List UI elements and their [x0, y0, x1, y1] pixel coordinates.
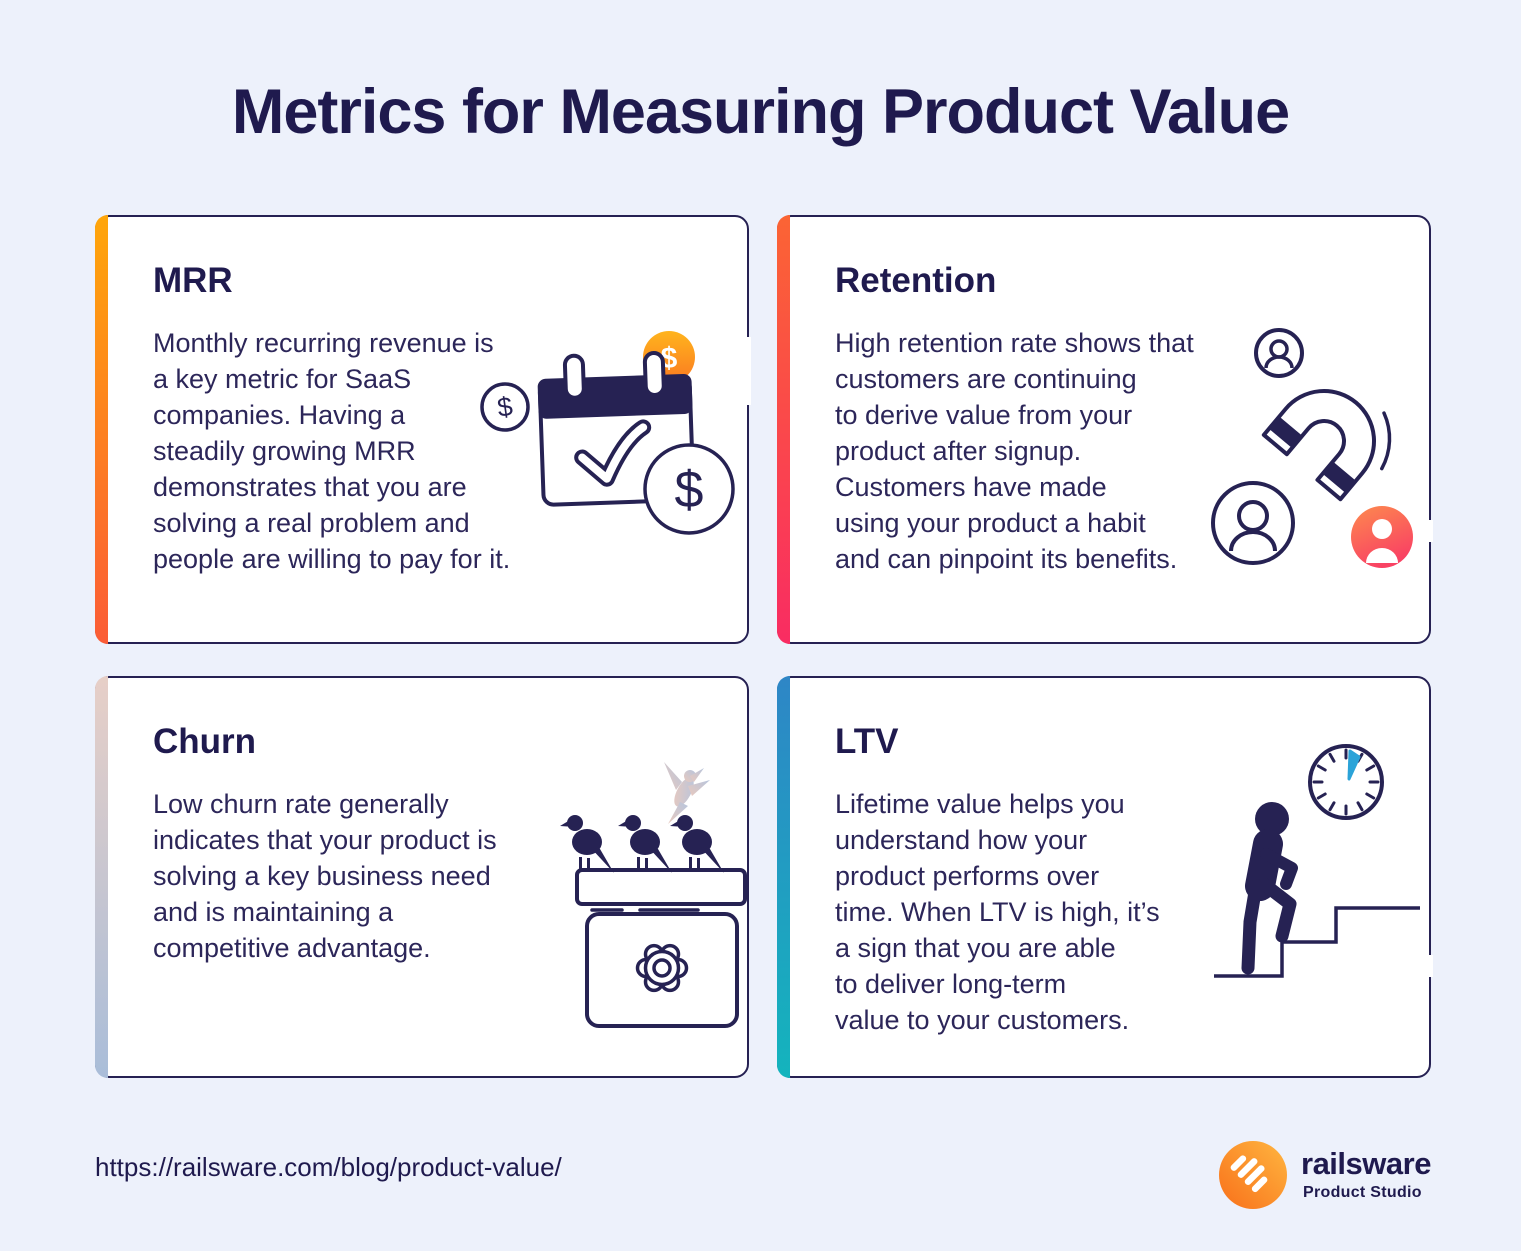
perched-bird-icon: [560, 815, 614, 873]
card-title-ltv: LTV: [835, 722, 899, 761]
card-churn: Churn Low churn rate generally indicates…: [95, 676, 749, 1078]
gauge-needle: [1347, 749, 1361, 781]
mrr-illustration: $ $ $: [480, 331, 735, 535]
svg-text:$: $: [495, 391, 514, 423]
card-mrr: MRR Monthly recurring revenue is a key m…: [95, 215, 751, 644]
mrr-accent-bar: [95, 215, 108, 644]
retention-illustration: [1211, 328, 1413, 568]
user-badge-icon: [1351, 506, 1413, 568]
card-body-retention: High retention rate shows that customers…: [835, 328, 1194, 574]
card-body-ltv: Lifetime value helps you understand how …: [835, 789, 1160, 1035]
card-ltv: LTV Lifetime value helps you understand …: [777, 676, 1433, 1078]
retention-illustration-overflow: [1417, 520, 1433, 542]
mrr-illustration-overflow: [735, 337, 751, 405]
stairs-icon: [1214, 906, 1420, 978]
magnet-icon: [1261, 389, 1392, 502]
card-title-churn: Churn: [153, 722, 257, 761]
gauge-icon: [1308, 744, 1384, 820]
user-circle-large-icon: [1211, 481, 1295, 565]
source-url-link[interactable]: https://railsware.com/blog/product-value…: [95, 1152, 562, 1182]
dollar-coin-large-icon: $: [643, 443, 735, 535]
ltv-illustration-overflow: [1417, 955, 1433, 977]
perched-bird-icon: [670, 815, 724, 873]
person-icon: [1241, 802, 1298, 975]
retention-accent-bar: [777, 215, 790, 644]
card-body-mrr: Monthly recurring revenue is a key metri…: [153, 328, 511, 574]
churn-accent-bar: [95, 676, 108, 1078]
ltv-accent-bar: [777, 676, 790, 1078]
railsware-logo-icon: [1219, 1141, 1287, 1209]
churn-illustration: [560, 762, 747, 1028]
card-retention: Retention High retention rate shows that…: [777, 215, 1433, 644]
svg-text:$: $: [675, 461, 704, 519]
dollar-coin-small-icon: $: [480, 382, 530, 432]
page-title: Metrics for Measuring Product Value: [231, 77, 1290, 147]
brand-tagline: Product Studio: [1303, 1184, 1422, 1201]
user-circle-small-icon: [1254, 328, 1304, 378]
ltv-illustration: [1214, 744, 1420, 978]
flying-bird-icon: [664, 762, 710, 824]
card-title-mrr: MRR: [153, 261, 233, 300]
brand-name: railsware: [1301, 1146, 1431, 1181]
perched-bird-icon: [618, 815, 672, 873]
gear-icon: [635, 943, 689, 993]
card-title-retention: Retention: [835, 261, 997, 300]
card-body-churn: Low churn rate generally indicates that …: [153, 789, 497, 963]
product-box-icon: [575, 868, 747, 1028]
